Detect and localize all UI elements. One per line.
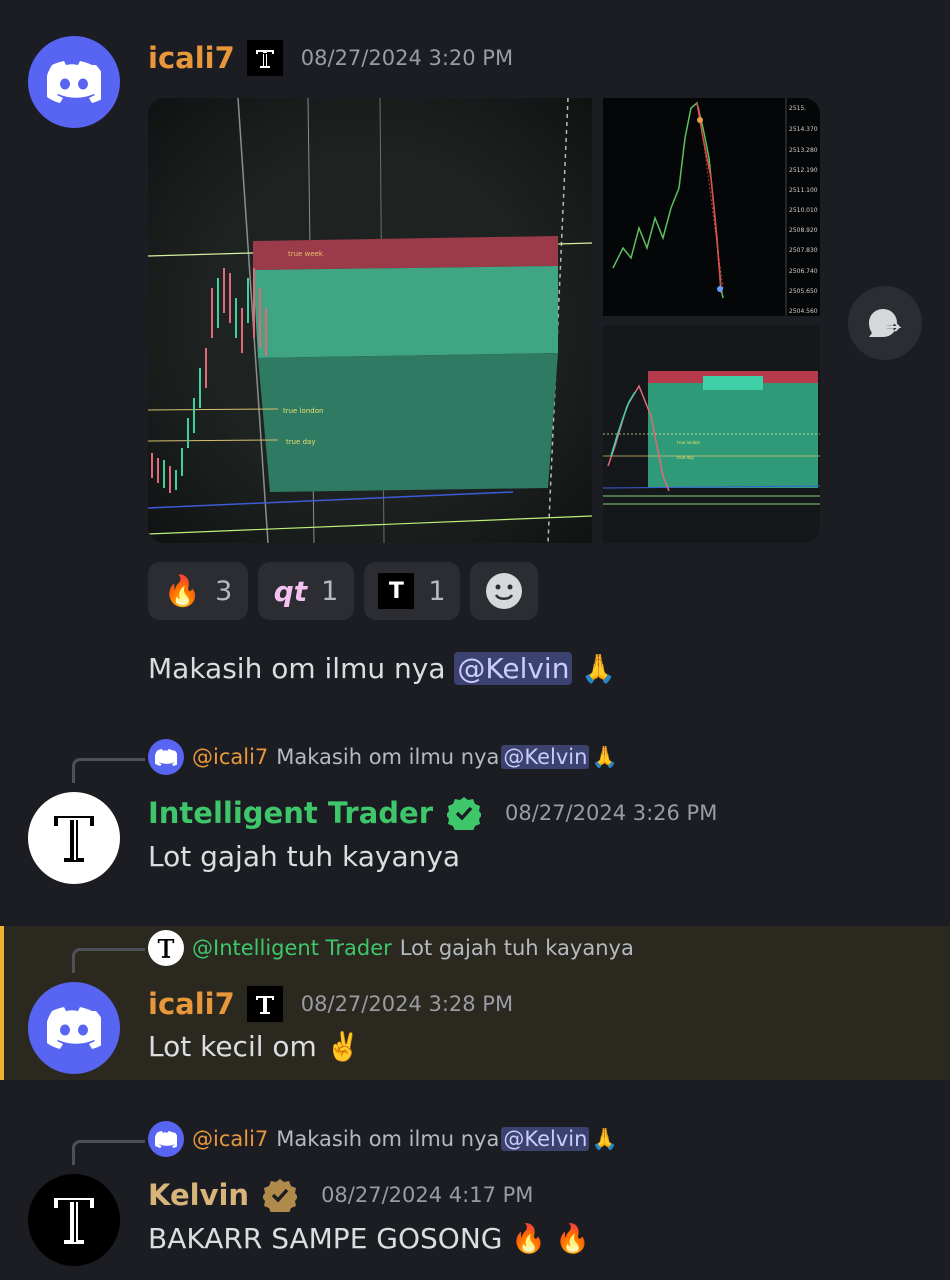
reply-text: Makasih om ilmu nya: [276, 745, 500, 769]
price-tick: 2504.560: [789, 308, 818, 315]
zone-chart: true london true day: [602, 371, 820, 505]
message-content: BAKARR SAMPE GOSONG 🔥 🔥: [148, 1222, 591, 1255]
reply-preview[interactable]: @icali7 Makasih om ilmu nya @Kelvin 🙏: [148, 1121, 618, 1157]
forward-button[interactable]: [848, 286, 922, 360]
fire-icon: 🔥: [163, 573, 202, 609]
qt-emoji-icon: qt: [273, 574, 308, 608]
reply-preview[interactable]: @icali7 Makasih om ilmu nya @Kelvin 🙏: [148, 739, 618, 775]
reply-preview[interactable]: @Intelligent Trader Lot gajah tuh kayany…: [148, 930, 634, 966]
verified-badge-icon: [447, 797, 482, 830]
reply-mention: @Kelvin: [501, 745, 590, 769]
message-content: Makasih om ilmu nya @Kelvin 🙏: [148, 652, 617, 685]
timestamp: 08/27/2024 3:20 PM: [300, 46, 514, 70]
price-tick: 2511.100: [789, 187, 818, 194]
t-logo-icon: [157, 939, 175, 958]
candlestick-chart: 2515. 2514.370 2513.280 2512.190 2511.10…: [612, 98, 818, 316]
reply-connector: [72, 948, 145, 973]
price-tick: 2510.010: [789, 207, 818, 214]
avatar-icali7[interactable]: [28, 36, 120, 128]
discord-logo-icon: [47, 61, 101, 103]
reply-text: Lot gajah tuh kayanya: [399, 936, 634, 960]
timestamp: 08/27/2024 3:26 PM: [505, 801, 718, 825]
chart-label: true week: [288, 250, 324, 258]
user-mention[interactable]: @Kelvin: [454, 652, 573, 685]
reaction-qt[interactable]: qt 1: [258, 562, 354, 620]
t-logo-icon: T: [378, 573, 415, 609]
reaction-count: 1: [321, 575, 339, 607]
avatar-kelvin[interactable]: [28, 1174, 120, 1266]
server-tag-icon: [246, 40, 283, 76]
chart-label: true day: [286, 438, 315, 446]
mini-avatar: [148, 1121, 184, 1157]
discord-logo-icon: [47, 1007, 101, 1049]
reaction-count: 3: [215, 575, 233, 607]
attachment-image-1[interactable]: true week true london true day: [148, 98, 593, 543]
t-logo-icon: [54, 816, 94, 862]
victory-hand-emoji: ✌️: [325, 1030, 361, 1063]
message-content: Lot gajah tuh kayanya: [148, 840, 461, 873]
price-tick: 2513.280: [789, 147, 818, 154]
reply-username[interactable]: @icali7: [192, 1127, 269, 1151]
price-tick: 2505.650: [789, 288, 818, 295]
verified-badge-icon: [263, 1179, 298, 1212]
reply-text: Makasih om ilmu nya: [276, 1127, 500, 1151]
reaction-t[interactable]: T 1: [364, 562, 460, 620]
server-tag-icon: [246, 986, 283, 1022]
message-content: Lot kecil om ✌️: [148, 1030, 361, 1063]
image-attachments: true week true london true day 2515. 251…: [148, 98, 820, 543]
reply-username[interactable]: @icali7: [192, 745, 269, 769]
mini-avatar: [148, 930, 184, 966]
forward-icon: [869, 309, 902, 337]
attachment-image-2[interactable]: 2515. 2514.370 2513.280 2512.190 2511.10…: [603, 98, 820, 316]
price-tick: 2507.830: [789, 247, 818, 254]
discord-logo-icon: [155, 1130, 177, 1148]
timestamp: 08/27/2024 4:17 PM: [321, 1183, 534, 1207]
reply-connector: [72, 1140, 145, 1165]
fire-emoji: 🔥 🔥: [511, 1222, 591, 1255]
attachment-image-3[interactable]: true london true day: [602, 326, 820, 543]
price-tick: 2514.370: [789, 126, 818, 133]
username[interactable]: icali7: [148, 987, 235, 1021]
avatar-intelligent-trader[interactable]: [28, 792, 120, 884]
price-tick: 2508.920: [789, 227, 818, 234]
pray-emoji: 🙏: [581, 652, 617, 685]
price-tick: 2515.: [789, 105, 806, 112]
trading-chart-photo: true week true london true day: [148, 98, 593, 543]
discord-logo-icon: [155, 748, 177, 766]
reaction-count: 1: [428, 575, 446, 607]
timestamp: 08/27/2024 3:28 PM: [300, 992, 514, 1016]
pray-emoji: 🙏: [591, 744, 618, 769]
chart-label: true london: [283, 407, 323, 415]
reaction-fire[interactable]: 🔥 3: [148, 562, 248, 620]
t-logo-letter: T: [388, 578, 404, 604]
t-logo-icon: [54, 1198, 94, 1244]
smiley-icon: [486, 573, 522, 609]
username[interactable]: Intelligent Trader: [148, 796, 434, 830]
avatar-icali7[interactable]: [28, 982, 120, 1074]
reply-connector: [72, 758, 145, 783]
reply-mention: @Kelvin: [501, 1127, 590, 1151]
add-reaction-button[interactable]: [470, 562, 538, 620]
chart-label: true london: [677, 440, 701, 445]
price-tick: 2506.740: [789, 268, 818, 275]
pray-emoji: 🙏: [591, 1126, 618, 1151]
chart-label: true day: [677, 455, 694, 460]
mini-avatar: [148, 739, 184, 775]
price-tick: 2512.190: [789, 167, 818, 174]
username[interactable]: Kelvin: [148, 1178, 250, 1212]
username[interactable]: icali7: [148, 41, 235, 75]
reply-username[interactable]: @Intelligent Trader: [192, 936, 392, 960]
